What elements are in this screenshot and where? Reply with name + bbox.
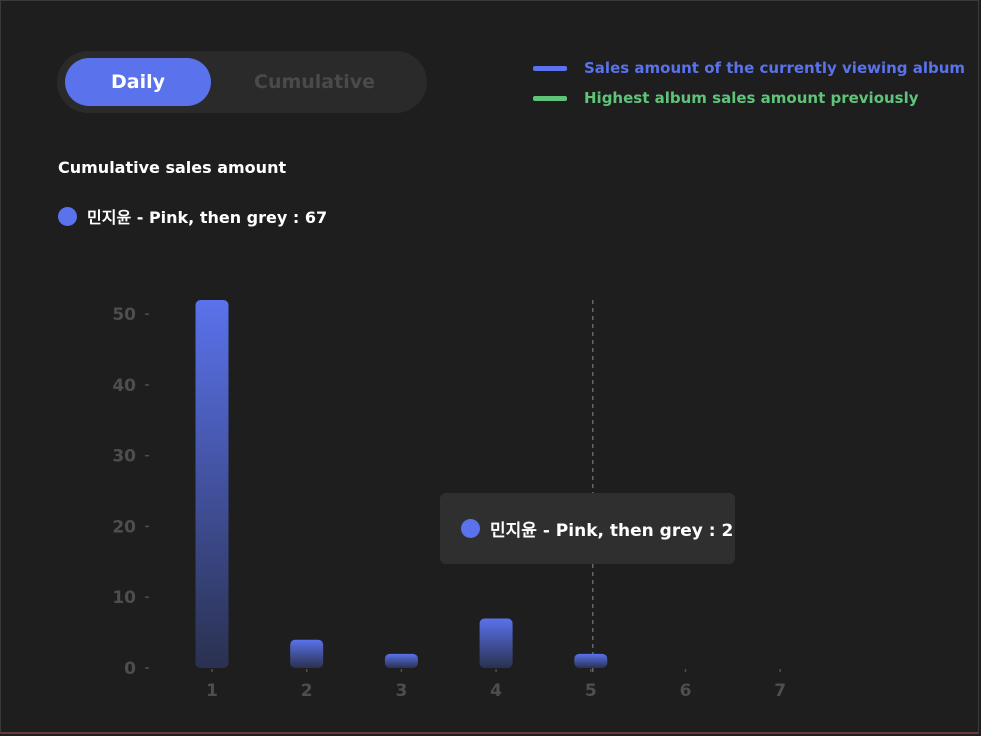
cumulative-tab[interactable]: Cumulative (254, 71, 375, 93)
x-tick-label: 6 (680, 681, 692, 701)
series-dot-icon (58, 206, 77, 226)
y-tick-label: 50 (112, 305, 136, 325)
legend-label-highest: Highest album sales amount previously (584, 89, 919, 107)
section-title: Cumulative sales amount (58, 158, 287, 177)
x-tick-label: 5 (585, 681, 597, 701)
bar-5 (574, 653, 608, 668)
legend-swatch-highest (533, 95, 567, 101)
x-tick-label: 4 (490, 681, 502, 701)
bar-2 (290, 639, 324, 668)
y-tick-label: 0 (124, 659, 136, 679)
legend-item-current: Sales amount of the currently viewing al… (533, 55, 965, 81)
bar-4 (479, 618, 513, 668)
bar-tooltip: 민지윤 - Pink, then grey : 2 (440, 493, 735, 564)
cumulative-summary: 민지윤 - Pink, then grey : 67 (58, 204, 327, 228)
x-tick-label: 2 (301, 681, 313, 701)
view-toggle: Daily Cumulative (57, 51, 427, 113)
tooltip-dot-icon (461, 519, 480, 538)
daily-tab[interactable]: Daily (65, 58, 211, 106)
chart-legend: Sales amount of the currently viewing al… (533, 55, 965, 115)
y-tick-label: 30 (112, 447, 136, 467)
tooltip-text: 민지윤 - Pink, then grey : 2 (490, 521, 734, 541)
y-tick-label: 40 (112, 376, 136, 396)
legend-label-current: Sales amount of the currently viewing al… (584, 59, 966, 77)
summary-text: 민지윤 - Pink, then grey : 67 (87, 208, 328, 227)
x-tick-label: 3 (395, 681, 407, 701)
x-tick-label: 1 (206, 681, 218, 701)
y-tick-label: 20 (112, 517, 136, 537)
y-tick-label: 10 (112, 588, 136, 608)
x-tick-label: 7 (774, 681, 786, 701)
legend-swatch-current (533, 65, 567, 71)
bar-1 (195, 300, 229, 668)
bar-3 (384, 653, 418, 668)
legend-item-highest: Highest album sales amount previously (533, 85, 965, 111)
